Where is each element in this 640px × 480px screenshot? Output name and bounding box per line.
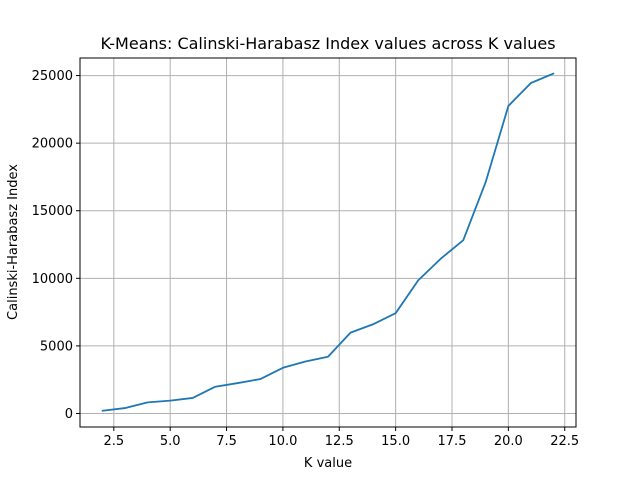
- y-axis-label: Calinski-Harabasz Index: [6, 164, 21, 320]
- y-axis-ticks: 0 5000 10000 15000 20000 25000: [32, 69, 80, 422]
- y-tick-label: 10000: [32, 272, 73, 287]
- y-tick-label: 0: [65, 407, 73, 422]
- chart-title: K-Means: Calinski-Harabasz Index values …: [100, 34, 555, 53]
- y-tick-label: 20000: [32, 137, 73, 152]
- x-tick-label: 17.5: [438, 434, 467, 449]
- series-layer: [101, 72, 555, 412]
- x-tick-label: 10.0: [268, 434, 297, 449]
- series-line: [101, 72, 555, 412]
- x-tick-label: 7.5: [216, 434, 237, 449]
- x-tick-label: 2.5: [103, 434, 124, 449]
- x-axis-label: K value: [304, 456, 352, 471]
- x-tick-label: 15.0: [381, 434, 410, 449]
- y-tick-label: 25000: [32, 69, 73, 84]
- x-tick-label: 5.0: [160, 434, 181, 449]
- x-tick-label: 20.0: [494, 434, 523, 449]
- plot-frame: [79, 57, 577, 428]
- y-tick-label: 5000: [40, 339, 73, 354]
- x-tick-label: 22.5: [550, 434, 579, 449]
- y-tick-label: 15000: [32, 204, 73, 219]
- grid: [80, 58, 576, 427]
- x-tick-label: 12.5: [325, 434, 354, 449]
- x-axis-ticks: 2.5 5.0 7.5 10.0 12.5 15.0 17.5 20.0 22.5: [103, 427, 579, 449]
